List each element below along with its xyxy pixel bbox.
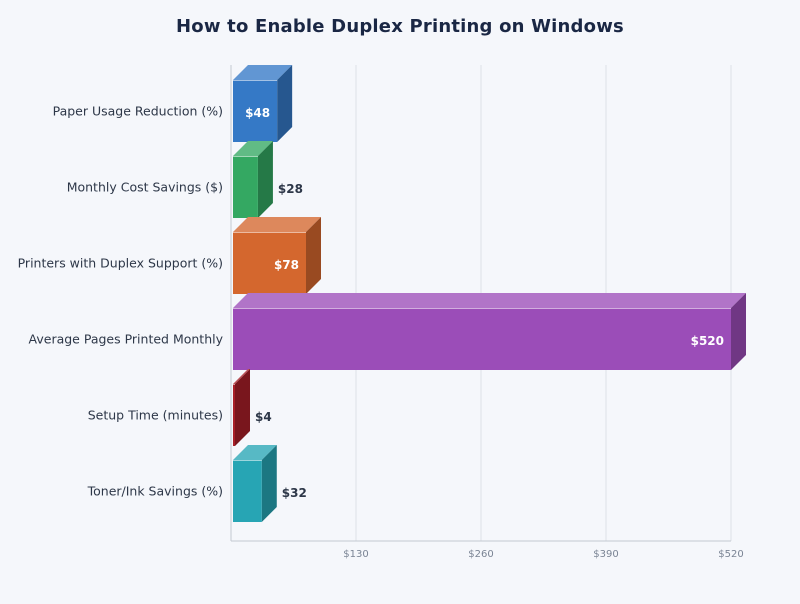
bar-front-face: [233, 460, 262, 522]
bar-side-face: [235, 369, 250, 446]
x-tick-label: $390: [593, 549, 619, 560]
x-tick-label: $520: [718, 549, 744, 560]
bar-front-face: [233, 308, 731, 370]
bar-top-face: [233, 293, 746, 308]
bar-value-label: $48: [245, 106, 270, 120]
bar[interactable]: $48: [233, 65, 293, 142]
bar-top-face: [233, 445, 277, 460]
bar[interactable]: $520: [233, 293, 746, 370]
bar-value-label: $28: [278, 182, 303, 196]
category-label: Setup Time (minutes): [87, 407, 223, 423]
category-label: Toner/Ink Savings (%): [87, 483, 223, 499]
bar-top-face: [233, 65, 293, 80]
bar-side-face: [306, 217, 321, 294]
bar-top-face: [233, 141, 273, 156]
bar-top-face: [233, 369, 250, 384]
category-label: Printers with Duplex Support (%): [17, 255, 223, 271]
category-label: Average Pages Printed Monthly: [28, 331, 223, 347]
bar-front-face: [233, 80, 278, 142]
bar[interactable]: $28: [233, 141, 303, 218]
bar-top-face: [233, 217, 321, 232]
bar-front-face: [233, 156, 258, 218]
bar-side-face: [277, 65, 293, 142]
category-label: Paper Usage Reduction (%): [52, 103, 223, 119]
bar-value-label: $32: [282, 486, 307, 500]
bar[interactable]: $78: [233, 217, 321, 294]
bar[interactable]: $32: [233, 445, 307, 522]
bar-value-label: $4: [255, 410, 272, 424]
bar-value-label: $78: [274, 258, 299, 272]
bar-front-face: [233, 384, 235, 446]
chart-title: How to Enable Duplex Printing on Windows: [176, 16, 624, 37]
category-label: Monthly Cost Savings ($): [66, 179, 223, 195]
bar-front-face: [233, 232, 306, 294]
bar-side-face: [261, 445, 277, 522]
bar-value-label: $520: [691, 334, 724, 348]
bar-side-face: [257, 141, 273, 218]
bar-side-face: [731, 293, 746, 370]
bar[interactable]: $4: [233, 369, 272, 446]
x-tick-label: $260: [468, 549, 494, 560]
x-tick-label: $130: [343, 549, 369, 560]
